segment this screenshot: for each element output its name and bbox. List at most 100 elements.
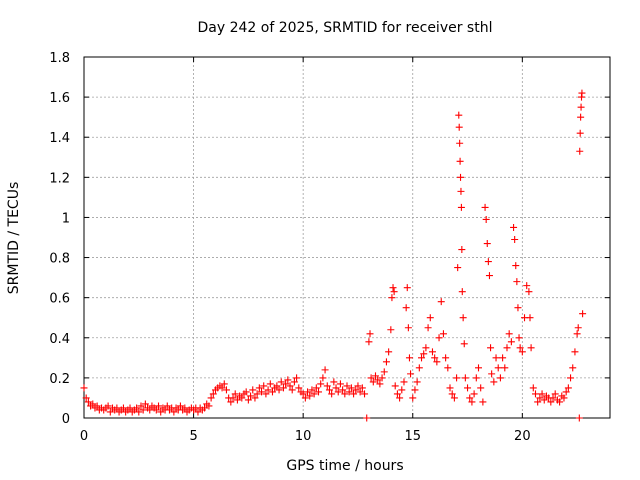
data-point <box>317 380 325 388</box>
data-point <box>426 314 434 322</box>
data-point <box>279 384 287 392</box>
data-point <box>365 338 373 346</box>
data-point <box>577 103 585 111</box>
data-point <box>334 388 342 396</box>
data-point <box>531 390 539 398</box>
data-point <box>155 402 163 410</box>
data-point <box>435 334 443 342</box>
data-point <box>345 388 353 396</box>
data-point <box>402 304 410 312</box>
data-point <box>488 370 496 378</box>
data-point <box>534 398 542 406</box>
data-point <box>319 374 327 382</box>
data-point <box>339 386 347 394</box>
data-point <box>507 338 515 346</box>
data-point <box>301 394 309 402</box>
data-point <box>361 390 369 398</box>
data-point <box>288 386 296 394</box>
data-point <box>511 236 519 244</box>
data-point <box>468 398 476 406</box>
data-point <box>437 298 445 306</box>
data-point <box>456 139 464 147</box>
data-point <box>227 398 235 406</box>
x-tick-label: 5 <box>189 429 197 444</box>
chart-title: Day 242 of 2025, SRMTID for receiver sth… <box>198 20 493 36</box>
data-point <box>205 402 213 410</box>
data-point <box>310 390 318 398</box>
data-point <box>576 147 584 155</box>
data-point <box>466 394 474 402</box>
data-point <box>455 123 463 131</box>
data-point <box>411 386 419 394</box>
data-point <box>526 314 534 322</box>
data-point <box>253 390 261 398</box>
data-point <box>286 382 294 390</box>
data-point <box>457 203 465 211</box>
data-point <box>299 390 307 398</box>
data-point <box>119 404 127 412</box>
y-tick-label: 1.4 <box>49 131 70 146</box>
data-point <box>485 272 493 280</box>
data-point <box>549 394 557 402</box>
data-point <box>514 304 522 312</box>
data-point <box>390 288 398 296</box>
data-point <box>293 374 301 382</box>
data-point <box>163 402 171 410</box>
data-point <box>547 398 555 406</box>
data-point <box>567 374 575 382</box>
data-point <box>448 390 456 398</box>
data-point <box>93 402 101 410</box>
data-point <box>579 310 587 318</box>
data-point <box>336 380 344 388</box>
data-point <box>255 384 263 392</box>
data-point <box>444 364 452 372</box>
x-tick-label: 0 <box>80 429 88 444</box>
data-point <box>560 394 568 402</box>
data-point <box>343 382 351 390</box>
data-point <box>442 354 450 362</box>
data-point <box>367 374 375 382</box>
data-point <box>428 348 436 356</box>
data-point <box>409 394 417 402</box>
data-point <box>494 364 502 372</box>
data-point <box>458 288 466 296</box>
data-point <box>137 402 145 410</box>
data-point <box>251 394 259 402</box>
data-point <box>113 404 121 412</box>
data-point <box>575 414 583 422</box>
data-point <box>479 398 487 406</box>
data-point <box>277 378 285 386</box>
data-point <box>576 129 584 137</box>
data-point <box>260 382 268 390</box>
data-point <box>266 380 274 388</box>
data-point <box>207 394 215 402</box>
data-point <box>578 89 586 97</box>
data-point <box>538 390 546 398</box>
data-point <box>378 374 386 382</box>
data-point <box>258 388 266 396</box>
data-point <box>472 374 480 382</box>
data-point <box>536 394 544 402</box>
data-point <box>374 376 382 384</box>
data-point <box>358 384 366 392</box>
data-point <box>556 398 564 406</box>
data-point <box>139 406 147 414</box>
data-point <box>249 386 257 394</box>
data-point <box>369 378 377 386</box>
data-point <box>229 394 237 402</box>
data-point <box>464 384 472 392</box>
data-point <box>477 384 485 392</box>
data-point <box>424 324 432 332</box>
data-point <box>523 282 531 290</box>
data-point <box>420 350 428 358</box>
data-point <box>141 400 149 408</box>
data-point <box>347 384 355 392</box>
data-point <box>332 384 340 392</box>
data-point <box>282 380 290 388</box>
data-point <box>574 324 582 332</box>
data-point <box>264 386 272 394</box>
y-tick-label: 0.8 <box>49 252 70 267</box>
axis-ticks: 0 5 10 15 20 0 0.2 0.4 0.6 0.8 1 1.2 1.4 1.6 1.8 <box>49 51 610 444</box>
x-tick-label: 10 <box>295 429 312 444</box>
